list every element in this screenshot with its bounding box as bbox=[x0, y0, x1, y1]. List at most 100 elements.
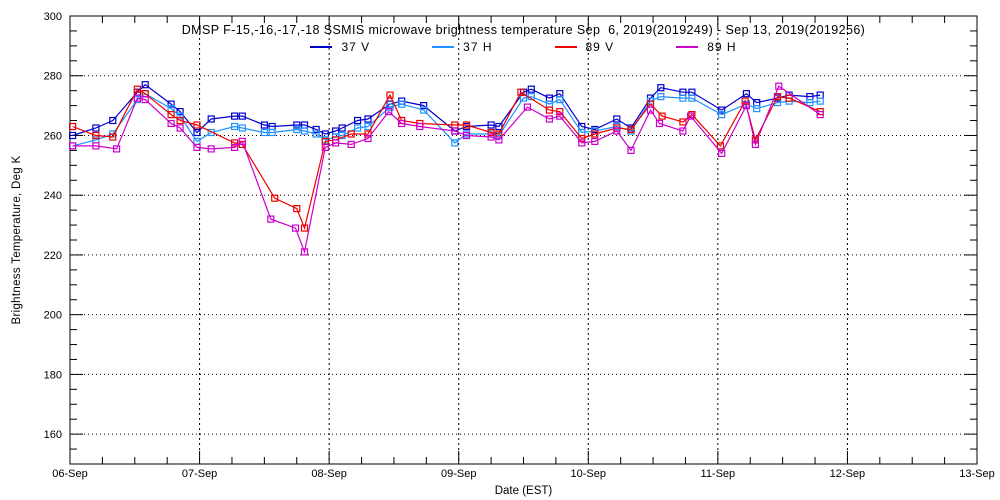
data-marker-37-v bbox=[176, 107, 184, 116]
data-marker-89-h bbox=[751, 140, 760, 148]
data-marker-89-h bbox=[462, 131, 471, 140]
series-line-89-v bbox=[72, 88, 821, 231]
x-tick-labels: 06-Sep 07-Sep 08-Sep 09-Sep 10-Sep 11-Sep 12-S… bbox=[52, 468, 994, 480]
y-tick-label-220: 220 bbox=[44, 250, 62, 262]
data-marker-89-h bbox=[646, 106, 655, 114]
data-marker-37-h bbox=[420, 106, 428, 114]
data-marker-89-h bbox=[92, 142, 100, 150]
data-marker-37-h bbox=[364, 122, 372, 131]
data-marker-89-h bbox=[451, 127, 459, 135]
data-marker-37-v bbox=[657, 84, 665, 92]
data-marker-89-h bbox=[398, 119, 406, 128]
data-marker-37-v bbox=[312, 125, 320, 134]
data-marker-37-v bbox=[167, 100, 175, 108]
data-marker-37-h bbox=[231, 122, 239, 131]
data-marker-89-h bbox=[231, 143, 239, 151]
y-tick-label-200: 200 bbox=[44, 310, 62, 322]
data-marker-37-v bbox=[207, 115, 215, 123]
data-marker-37-v bbox=[238, 112, 246, 120]
legend-label-37-v: 37 V bbox=[341, 40, 371, 54]
y-tick-label-240: 240 bbox=[44, 190, 62, 202]
data-marker-37-v bbox=[420, 101, 428, 110]
data-marker-89-h bbox=[416, 122, 424, 131]
data-marker-89-h bbox=[300, 248, 309, 256]
data-marker-37-h bbox=[386, 103, 394, 111]
data-marker-89-h bbox=[578, 139, 586, 147]
y-tick-label-300: 300 bbox=[44, 11, 62, 23]
data-marker-37-v bbox=[742, 90, 751, 98]
data-marker-37-h bbox=[806, 98, 814, 107]
data-marker-89-v bbox=[167, 110, 175, 119]
x-tick-label-12-sep: 12-Sep bbox=[830, 468, 865, 480]
data-marker-37-h bbox=[679, 94, 687, 102]
x-tick-label-07-sep: 07-Sep bbox=[182, 468, 217, 480]
legend-swatch-37-v bbox=[310, 46, 333, 48]
data-marker-89-v bbox=[300, 224, 309, 232]
data-marker-89-h bbox=[364, 134, 372, 143]
legend-label-89-h: 89 H bbox=[707, 40, 737, 54]
data-marker-37-v bbox=[338, 124, 346, 132]
data-marker-89-h bbox=[495, 136, 503, 144]
legend-item-89-h: 89 H bbox=[676, 40, 736, 54]
x-tick-label-09-sep: 09-Sep bbox=[441, 468, 476, 480]
data-marker-89-h bbox=[385, 107, 393, 116]
gridlines bbox=[72, 18, 975, 462]
data-marker-89-h bbox=[207, 145, 215, 153]
x-tick-label-10-sep: 10-Sep bbox=[571, 468, 606, 480]
axis-box bbox=[69, 15, 978, 465]
data-marker-89-h bbox=[141, 95, 149, 104]
series-line-89-h bbox=[72, 85, 821, 255]
data-marker-89-v bbox=[462, 121, 471, 129]
data-marker-37-v bbox=[718, 106, 726, 114]
data-marker-37-v bbox=[354, 116, 362, 125]
data-marker-89-v bbox=[556, 107, 564, 116]
data-marker-37-h bbox=[398, 100, 406, 108]
data-marker-37-v bbox=[613, 115, 621, 123]
data-marker-37-h bbox=[260, 128, 268, 137]
legend-item-89-v: 89 V bbox=[554, 40, 615, 54]
data-marker-89-v bbox=[716, 142, 725, 150]
data-marker-89-h bbox=[167, 119, 175, 128]
data-marker-89-v bbox=[545, 106, 554, 114]
data-marker-37-v bbox=[527, 85, 535, 93]
data-marker-37-v bbox=[109, 116, 117, 125]
data-marker-37-v bbox=[68, 131, 77, 140]
data-marker-89-v bbox=[92, 131, 100, 140]
data-marker-37-h bbox=[238, 124, 246, 132]
data-marker-89-v bbox=[231, 139, 239, 147]
x-tick-label-13-sep: 13-Sep bbox=[959, 468, 994, 480]
data-marker-37-h bbox=[207, 128, 215, 137]
x-tick-label-06-sep: 06-Sep bbox=[52, 468, 87, 480]
data-marker-89-v bbox=[679, 118, 687, 126]
y-tick-labels: 160 180 200 220 240 260 280 300 bbox=[44, 11, 62, 441]
chart-title: DMSP F-15,-16,-17,-18 SSMIS microwave br… bbox=[181, 23, 866, 37]
data-marker-89-h bbox=[112, 145, 121, 153]
data-marker-89-v bbox=[741, 97, 749, 105]
data-marker-89-v bbox=[133, 85, 141, 93]
x-tick-label-11-sep: 11-Sep bbox=[701, 468, 736, 480]
data-marker-37-h bbox=[657, 92, 665, 101]
data-marker-37-h bbox=[176, 112, 184, 120]
data-marker-89-h bbox=[332, 139, 340, 147]
axis-ticks bbox=[70, 16, 977, 464]
data-marker-89-h bbox=[686, 112, 695, 120]
data-marker-37-h bbox=[293, 125, 301, 134]
data-marker-37-v bbox=[495, 122, 503, 131]
legend-item-37-v: 37 V bbox=[310, 40, 370, 54]
data-marker-89-h bbox=[742, 101, 751, 110]
data-marker-89-h bbox=[238, 137, 246, 145]
data-marker-37-h bbox=[354, 124, 362, 132]
data-marker-89-v bbox=[658, 112, 666, 120]
data-marker-37-h bbox=[312, 130, 320, 138]
data-marker-37-h bbox=[753, 104, 761, 113]
data-marker-89-h bbox=[487, 133, 495, 141]
data-marker-37-v bbox=[92, 124, 100, 132]
data-marker-37-h bbox=[556, 95, 564, 104]
data-marker-37-v bbox=[141, 81, 149, 89]
series-line-37-v bbox=[72, 83, 821, 137]
y-tick-label-180: 180 bbox=[44, 369, 62, 381]
y-axis-label: Brightness Temperature, Deg K bbox=[11, 155, 23, 325]
data-marker-89-v bbox=[176, 116, 184, 125]
data-marker-37-v bbox=[260, 121, 268, 129]
